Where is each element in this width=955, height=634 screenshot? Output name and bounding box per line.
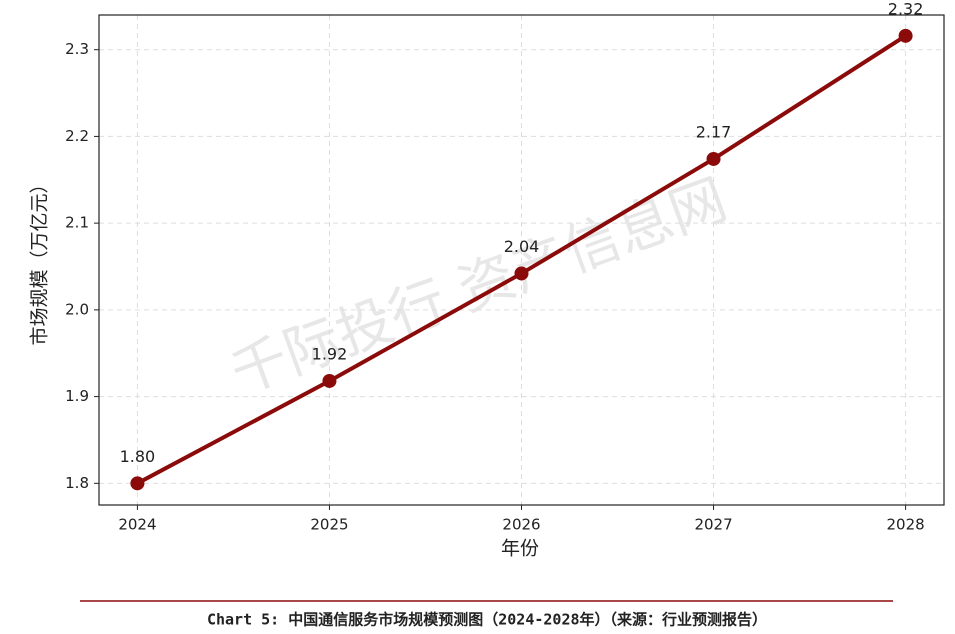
point [706,151,721,166]
y-tick-label: 2.2 [65,127,89,145]
data-label: 2.17 [696,122,732,141]
point [130,476,145,491]
data-label: 1.80 [120,447,156,466]
y-tick-label: 2.1 [65,214,89,232]
watermark: 千际投行 资产信息网 [223,167,736,407]
x-tick-label: 2027 [694,516,732,534]
data-label: 2.04 [504,237,540,256]
caption: Chart 5: 中国通信服务市场规模预测图（2024-2028年）（来源：行业… [207,611,767,629]
x-tick-label: 2024 [118,516,156,534]
x-axis-label: 年份 [501,538,539,560]
y-tick-label: 2.0 [65,300,89,318]
x-tick-label: 2028 [886,516,924,534]
point [898,28,913,43]
y-tick-label: 2.3 [65,40,89,58]
point [322,373,337,388]
data-label: 2.32 [888,0,924,18]
plot-frame [98,14,945,506]
y-tick-label: 1.8 [65,474,89,492]
data-label: 1.92 [312,344,348,363]
x-tick-label: 2026 [502,516,540,534]
point [514,266,529,281]
y-axis-label: 市场规模（万亿元） [29,174,51,345]
x-tick-label: 2025 [310,516,348,534]
y-tick-label: 1.9 [65,387,89,405]
